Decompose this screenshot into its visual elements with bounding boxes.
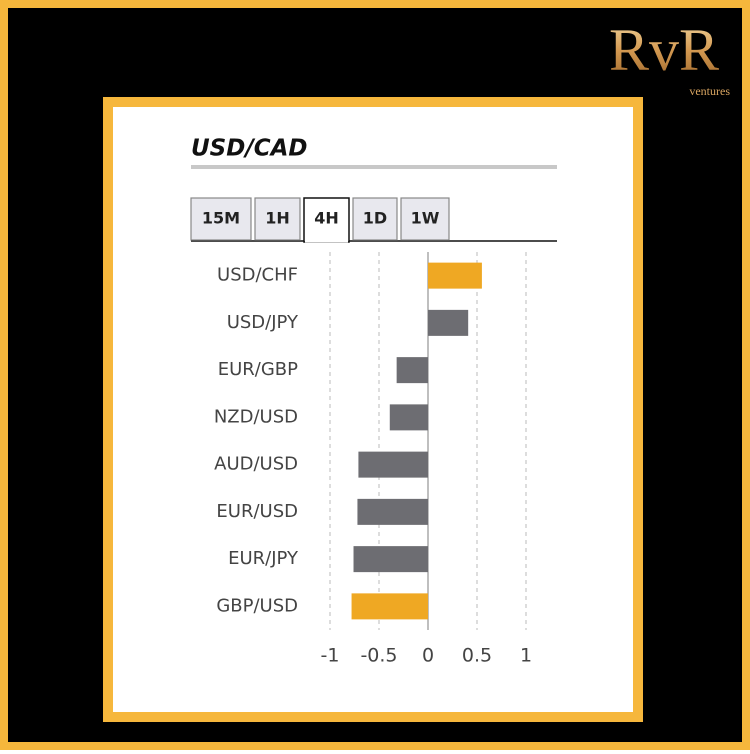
bar [351,593,428,620]
tab[interactable] [254,197,301,241]
brand-tagline: ventures [689,84,730,98]
bar [389,404,428,431]
tab-label[interactable]: 4H [314,209,339,228]
tab-label[interactable]: 1W [411,209,440,228]
y-tick-label: GBP/USD [216,595,298,616]
bar [353,546,428,573]
bar [357,498,428,525]
tab[interactable] [190,197,252,241]
y-tick-label: NZD/USD [214,406,298,427]
x-tick-label: 0.5 [462,645,492,667]
tab-label[interactable]: 15M [202,209,240,228]
y-tick-label: EUR/USD [216,501,298,522]
tab[interactable] [400,197,450,241]
x-tick-label: -0.5 [360,645,397,667]
tab-label[interactable]: 1D [363,209,387,228]
bar [428,262,482,289]
tab[interactable] [352,197,398,241]
brand-logo: RvR [609,17,719,83]
panel [103,97,643,722]
tab-bar: 15M 1H 4H 1D 1W [190,197,557,243]
bar [396,357,428,384]
y-tick-label: USD/CHF [217,265,298,286]
y-tick-label: USD/JPY [227,312,299,333]
x-tick-label: 1 [520,645,532,667]
y-tick-label: AUD/USD [214,454,298,475]
chart-title: USD/CAD [191,136,308,162]
bar [428,309,469,336]
x-tick-label: -1 [321,645,340,667]
tab-label[interactable]: 1H [265,209,290,228]
x-tick-label: 0 [422,645,434,667]
plot: -1 -0.5 0 0.5 1 USD/CHF USD/JPY EUR/GBP NZD/USD A… [214,252,532,667]
bar [358,451,428,478]
y-tick-label: EUR/JPY [228,548,299,569]
title-underline [191,165,557,169]
y-tick-label: EUR/GBP [218,359,298,380]
